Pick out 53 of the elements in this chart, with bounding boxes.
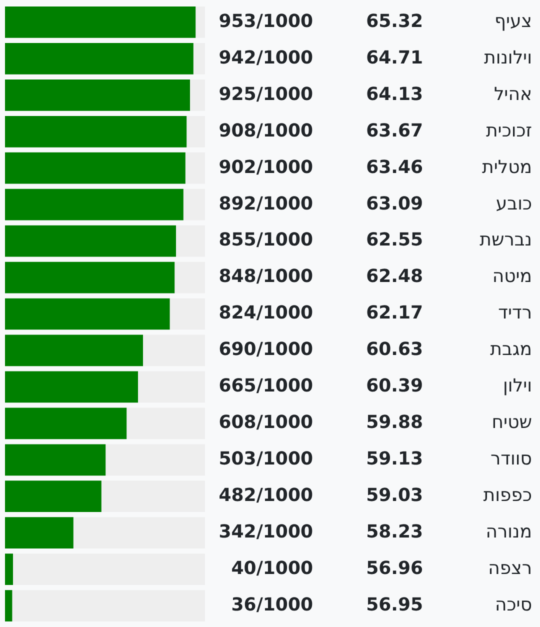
y-tick-label: מגבת — [490, 339, 532, 360]
y-tick-label: שטיח — [492, 412, 532, 434]
text: 59.03 — [366, 485, 423, 506]
y-tick-label: מטלית — [482, 156, 532, 178]
y-tick-label: וילונות — [484, 47, 532, 68]
data-label: 342/1000 — [218, 521, 313, 542]
y-tick-label: מיטה — [492, 266, 532, 288]
text: 63.46 — [366, 156, 423, 178]
bar — [5, 554, 13, 585]
data-label: 942/1000 — [218, 47, 313, 68]
text: 64.13 — [366, 84, 423, 105]
data-label: 855/1000 — [218, 230, 313, 251]
y-tick-label: כפפות — [483, 485, 532, 506]
y-tick-label: סיכה — [495, 594, 532, 616]
y-tick-label: אהיל — [494, 84, 532, 105]
text: 65.32 — [366, 10, 423, 32]
data-label: 36/1000 — [231, 594, 313, 616]
y-tick-label: מנורה — [486, 521, 532, 542]
y-tick-label: רדיד — [498, 302, 532, 324]
text: 58.23 — [366, 521, 423, 542]
y-tick-label: רצפה — [488, 558, 532, 579]
text: 62.55 — [366, 230, 423, 251]
data-label: 925/1000 — [218, 84, 313, 105]
y-tick-label: כובע — [496, 193, 532, 214]
text: 64.71 — [366, 47, 423, 68]
data-label: 892/1000 — [218, 193, 313, 214]
bar — [5, 590, 12, 622]
data-label: 690/1000 — [218, 339, 313, 360]
data-label: 848/1000 — [218, 266, 313, 288]
data-label: 503/1000 — [218, 448, 313, 470]
y-tick-label: צעיף — [494, 10, 532, 32]
text: 62.17 — [366, 302, 423, 324]
text: 59.13 — [366, 448, 423, 470]
y-tick-label: סוודר — [490, 448, 532, 470]
text: 60.39 — [366, 376, 423, 397]
y-tick-label: וילון — [503, 376, 532, 397]
text: 60.63 — [366, 339, 423, 360]
data-label: 824/1000 — [218, 302, 313, 324]
text: 59.88 — [366, 412, 423, 434]
text: 62.48 — [366, 266, 423, 288]
data-label: 482/1000 — [218, 485, 313, 506]
text: 63.09 — [366, 193, 423, 214]
y-tick-label: נברשת — [480, 230, 532, 251]
text: 56.96 — [366, 558, 423, 579]
data-label: 40/1000 — [231, 558, 313, 579]
data-label: 908/1000 — [218, 120, 313, 142]
data-label: 902/1000 — [218, 156, 313, 178]
text: 63.67 — [366, 120, 423, 142]
data-label: 665/1000 — [218, 376, 313, 397]
data-label: 608/1000 — [218, 412, 313, 434]
y-tick-label: זכוכית — [486, 120, 532, 142]
data-label: 953/1000 — [218, 10, 313, 32]
text: 56.95 — [366, 594, 423, 616]
